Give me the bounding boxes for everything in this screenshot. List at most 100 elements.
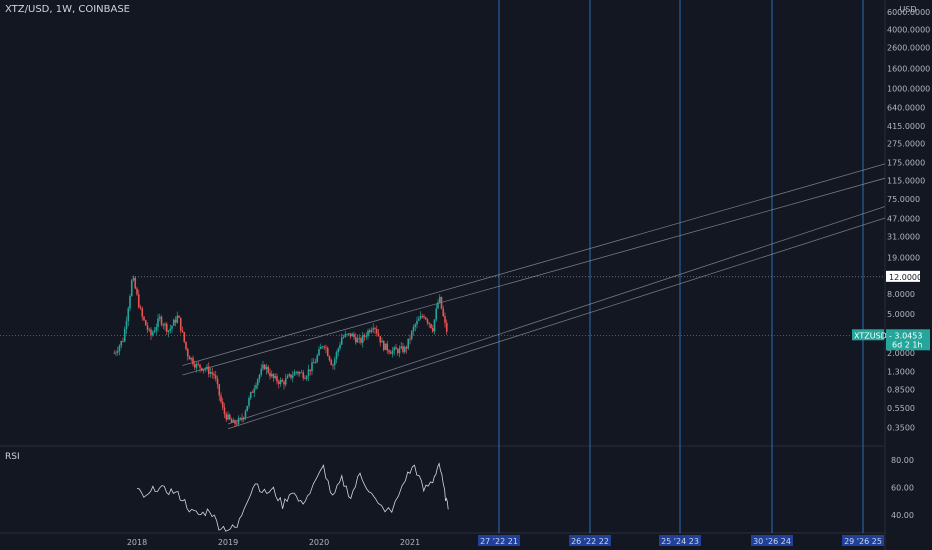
candle-body xyxy=(339,344,341,349)
time-marker-tag-3[interactable] xyxy=(751,535,793,546)
candle-body xyxy=(304,378,306,380)
horizontal-line-12[interactable]: 12.0000 xyxy=(132,270,922,282)
candle-body xyxy=(136,288,138,295)
candle-body xyxy=(232,420,235,423)
symbol-tag-text: XTZUSD xyxy=(854,331,887,340)
candle-body xyxy=(426,319,429,323)
candle-body xyxy=(337,348,340,353)
candle-body xyxy=(151,332,154,336)
candle-body xyxy=(403,347,406,353)
price-tick-label-12: 31.0000 xyxy=(887,232,920,241)
candle-body xyxy=(374,328,376,329)
candle-body xyxy=(134,277,137,289)
candle-body xyxy=(272,373,275,379)
candle-body xyxy=(347,333,350,335)
candle-body xyxy=(139,307,142,309)
candle-body xyxy=(325,347,327,349)
candle-body xyxy=(199,364,201,368)
candle-body xyxy=(393,347,396,351)
time-marker-tag-1[interactable] xyxy=(569,535,611,546)
candle-body xyxy=(358,338,361,339)
time-marker-tag-2[interactable] xyxy=(659,535,701,546)
candle-body xyxy=(176,315,179,323)
candle-body xyxy=(372,328,375,330)
candle-body xyxy=(409,338,411,340)
candle-body xyxy=(298,372,301,374)
candle-body xyxy=(262,364,264,369)
trend-line-3[interactable] xyxy=(227,206,886,425)
candle-body xyxy=(400,346,403,349)
candle-body xyxy=(211,372,214,374)
time-marker-label-2: 25 '24 23 xyxy=(661,537,699,546)
candle-body xyxy=(314,361,317,364)
candle-body xyxy=(130,280,133,297)
candle-body xyxy=(263,364,266,370)
candle-body xyxy=(370,329,373,333)
candle-body xyxy=(221,401,224,408)
rsi-tick-label-1: 60.00 xyxy=(891,484,914,493)
price-tick-label-8: 175.0000 xyxy=(887,159,925,168)
candle-body xyxy=(319,347,322,350)
candle-body xyxy=(246,405,249,412)
candle-body xyxy=(253,388,256,393)
trend-line-0[interactable] xyxy=(182,163,886,366)
candle-body xyxy=(118,345,121,352)
candle-body xyxy=(284,378,287,385)
candle-body xyxy=(414,324,417,328)
candle-body xyxy=(274,376,277,379)
candle-body xyxy=(330,360,333,365)
candle-body xyxy=(260,368,263,375)
trend-line-2[interactable] xyxy=(227,217,886,430)
candle-body xyxy=(335,352,338,360)
candle-body xyxy=(326,348,329,357)
vertical-time-lines[interactable] xyxy=(498,0,864,533)
candle-body xyxy=(148,329,151,331)
candle-body xyxy=(223,407,226,415)
time-marker-tag-0[interactable] xyxy=(478,535,520,546)
time-axis-marker-labels[interactable]: 27 '22 21 26 '22 22 25 '24 23 30 '26 24 29 '… xyxy=(478,535,884,546)
candle-body xyxy=(251,392,254,393)
year-label-2021: 2021 xyxy=(400,538,420,547)
candle-body xyxy=(307,369,310,377)
candle-body xyxy=(120,340,123,346)
candle-body xyxy=(228,414,231,420)
candle-body xyxy=(256,379,259,386)
candle-body xyxy=(437,302,439,309)
candle-body xyxy=(155,327,158,331)
candle-body xyxy=(419,316,422,320)
price-tick-label-3: 1600.0000 xyxy=(887,64,930,73)
candle-body xyxy=(230,419,233,423)
candle-body xyxy=(146,325,149,330)
candle-body xyxy=(360,338,362,343)
candle-body xyxy=(116,351,119,353)
candle-body xyxy=(202,369,205,371)
candle-body xyxy=(188,356,191,360)
candle-body xyxy=(428,322,431,325)
time-marker-label-0: 27 '22 21 xyxy=(480,537,518,546)
trend-channel[interactable] xyxy=(182,163,886,430)
candle-body xyxy=(377,333,380,337)
price-tick-label-13: 19.0000 xyxy=(887,253,920,262)
candle-body xyxy=(349,333,352,337)
candle-body xyxy=(113,353,116,355)
candle-body xyxy=(185,341,187,349)
candle-body xyxy=(290,374,292,378)
candle-body xyxy=(216,378,219,385)
trend-line-1[interactable] xyxy=(182,177,886,376)
candle-body xyxy=(365,336,368,337)
year-label-2018: 2018 xyxy=(127,538,147,547)
candle-body xyxy=(297,371,299,374)
candle-body xyxy=(141,308,144,317)
time-marker-tag-4[interactable] xyxy=(842,535,884,546)
candle-body xyxy=(431,328,434,332)
price-tick-label-9: 115.0000 xyxy=(887,177,925,186)
candle-body xyxy=(162,324,165,326)
candle-body xyxy=(386,343,389,351)
candle-body xyxy=(382,341,385,350)
candle-body xyxy=(323,346,326,348)
candle-body xyxy=(206,366,208,369)
candle-body xyxy=(351,333,354,337)
candle-body xyxy=(286,376,289,379)
